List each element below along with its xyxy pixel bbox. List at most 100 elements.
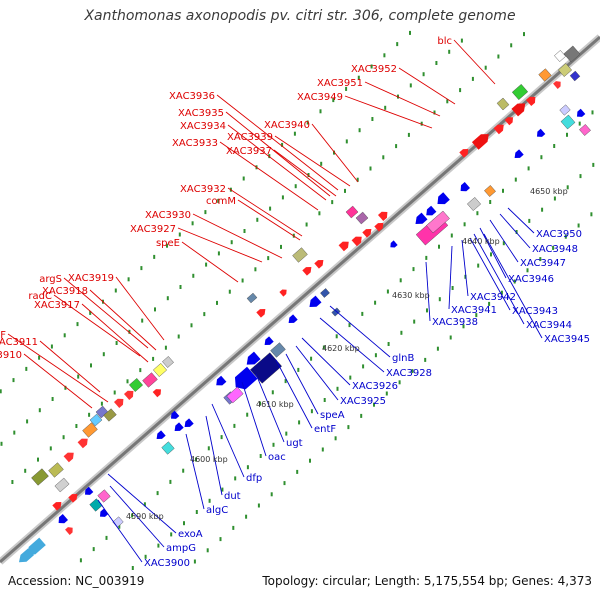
tick-dot [334, 436, 337, 441]
gene-arrow [52, 502, 62, 511]
tick-dot [528, 218, 531, 223]
gene-label: XAC3944 [526, 320, 572, 331]
gene-arrow-shape [309, 295, 322, 307]
gene-box-shape [142, 372, 158, 388]
tick-dot [348, 323, 351, 328]
tick-dot [510, 43, 513, 48]
tick-dot [296, 469, 299, 474]
gene-box [103, 408, 117, 422]
tick-dot [553, 196, 556, 201]
tick-dot [37, 457, 39, 462]
leader-line [285, 353, 319, 415]
tick-dot [269, 206, 272, 211]
gene-arrow [309, 295, 322, 307]
gene-arrow-shape [99, 508, 109, 517]
tick-dot [281, 142, 284, 147]
gene-arrow-shape [459, 149, 469, 158]
gene-label: argS [39, 274, 62, 285]
gene-arrow-shape [553, 81, 561, 89]
scale-label: 4640 kbp [462, 237, 500, 246]
gene-box-shape [250, 352, 282, 384]
gene-box-shape [484, 185, 496, 197]
accession-text: Accession: NC_003919 [8, 574, 145, 588]
gene-label: XAC3918 [42, 286, 88, 297]
tick-dot [131, 566, 134, 570]
gene-box-shape [48, 462, 64, 478]
tick-dot [502, 188, 504, 193]
tick-dot [179, 285, 182, 289]
leader-line [301, 337, 351, 386]
tick-dot [64, 385, 67, 390]
gene-label: XAC3934 [180, 121, 226, 132]
tick-dot [552, 245, 555, 250]
tick-dot [471, 76, 474, 81]
gene-arrow [426, 205, 437, 216]
gene-arrow-shape [362, 229, 372, 238]
tick-dot [319, 109, 322, 114]
gene-box-shape [426, 210, 450, 234]
tick-dot [320, 161, 323, 166]
gene-label: XAC3932 [180, 184, 226, 195]
tick-dot [154, 307, 156, 312]
leader-line [319, 317, 385, 373]
gene-arrow-shape [156, 430, 166, 439]
tick-dot [358, 128, 361, 133]
tick-dot [100, 401, 103, 406]
gene-label: XAC3948 [532, 244, 578, 255]
gene-label: XAC3928 [386, 368, 432, 379]
tick-dot [399, 278, 402, 283]
leader-line [255, 373, 285, 443]
tick-dot [396, 42, 399, 47]
gene-box-shape [320, 288, 330, 298]
gene-box-shape [569, 70, 581, 82]
tick-dot [306, 120, 309, 125]
gene-box [563, 45, 581, 63]
leader-line [219, 141, 319, 211]
gene-box [89, 413, 103, 427]
tick-dot [422, 72, 425, 77]
tick-dot [254, 267, 257, 272]
tick-dot [76, 322, 79, 327]
tick-dot [318, 211, 321, 216]
gene-box [48, 462, 64, 478]
gene-box-shape [97, 489, 111, 503]
gene-label: XAC3900 [144, 558, 190, 569]
tick-dot [208, 498, 211, 503]
gene-arrow-shape [338, 241, 349, 252]
leader-line [344, 95, 433, 129]
gene-box-shape [103, 408, 117, 422]
leader-line [237, 199, 301, 241]
tick-dot [49, 446, 52, 451]
tick-dot [217, 251, 220, 256]
leader-line [63, 277, 149, 349]
gene-arrow-shape [377, 211, 388, 221]
tick-dot [382, 155, 385, 160]
gene-arrow [437, 192, 450, 205]
scale-label: 4620 kbp [322, 344, 360, 353]
tick-dot [245, 514, 248, 519]
gene-box [557, 63, 573, 77]
gene-arrow-shape [415, 212, 428, 224]
tick-dot [450, 233, 453, 238]
gene-label: XAC3935 [178, 108, 224, 119]
gene-arrow [374, 223, 384, 232]
gene-label: XAC3951 [317, 78, 363, 89]
tick-dot [193, 559, 196, 564]
gene-arrow-shape [302, 267, 312, 276]
gene-box [112, 516, 124, 528]
tick-dot [79, 558, 82, 563]
gene-arrow-shape [264, 336, 274, 345]
leader-line [295, 345, 339, 401]
gene-arrow [460, 182, 471, 192]
tick-dot [62, 435, 65, 440]
tick-dot [500, 290, 503, 295]
leader-line [216, 94, 339, 191]
tick-dot [539, 257, 542, 262]
tick-dot [527, 166, 530, 171]
gene-arrow [77, 438, 88, 449]
gene-box [560, 114, 576, 130]
gene-arrow-shape [460, 182, 471, 192]
gene-arrow-shape [246, 351, 261, 365]
tick-dot [407, 132, 410, 137]
gene-box-shape [161, 441, 175, 455]
